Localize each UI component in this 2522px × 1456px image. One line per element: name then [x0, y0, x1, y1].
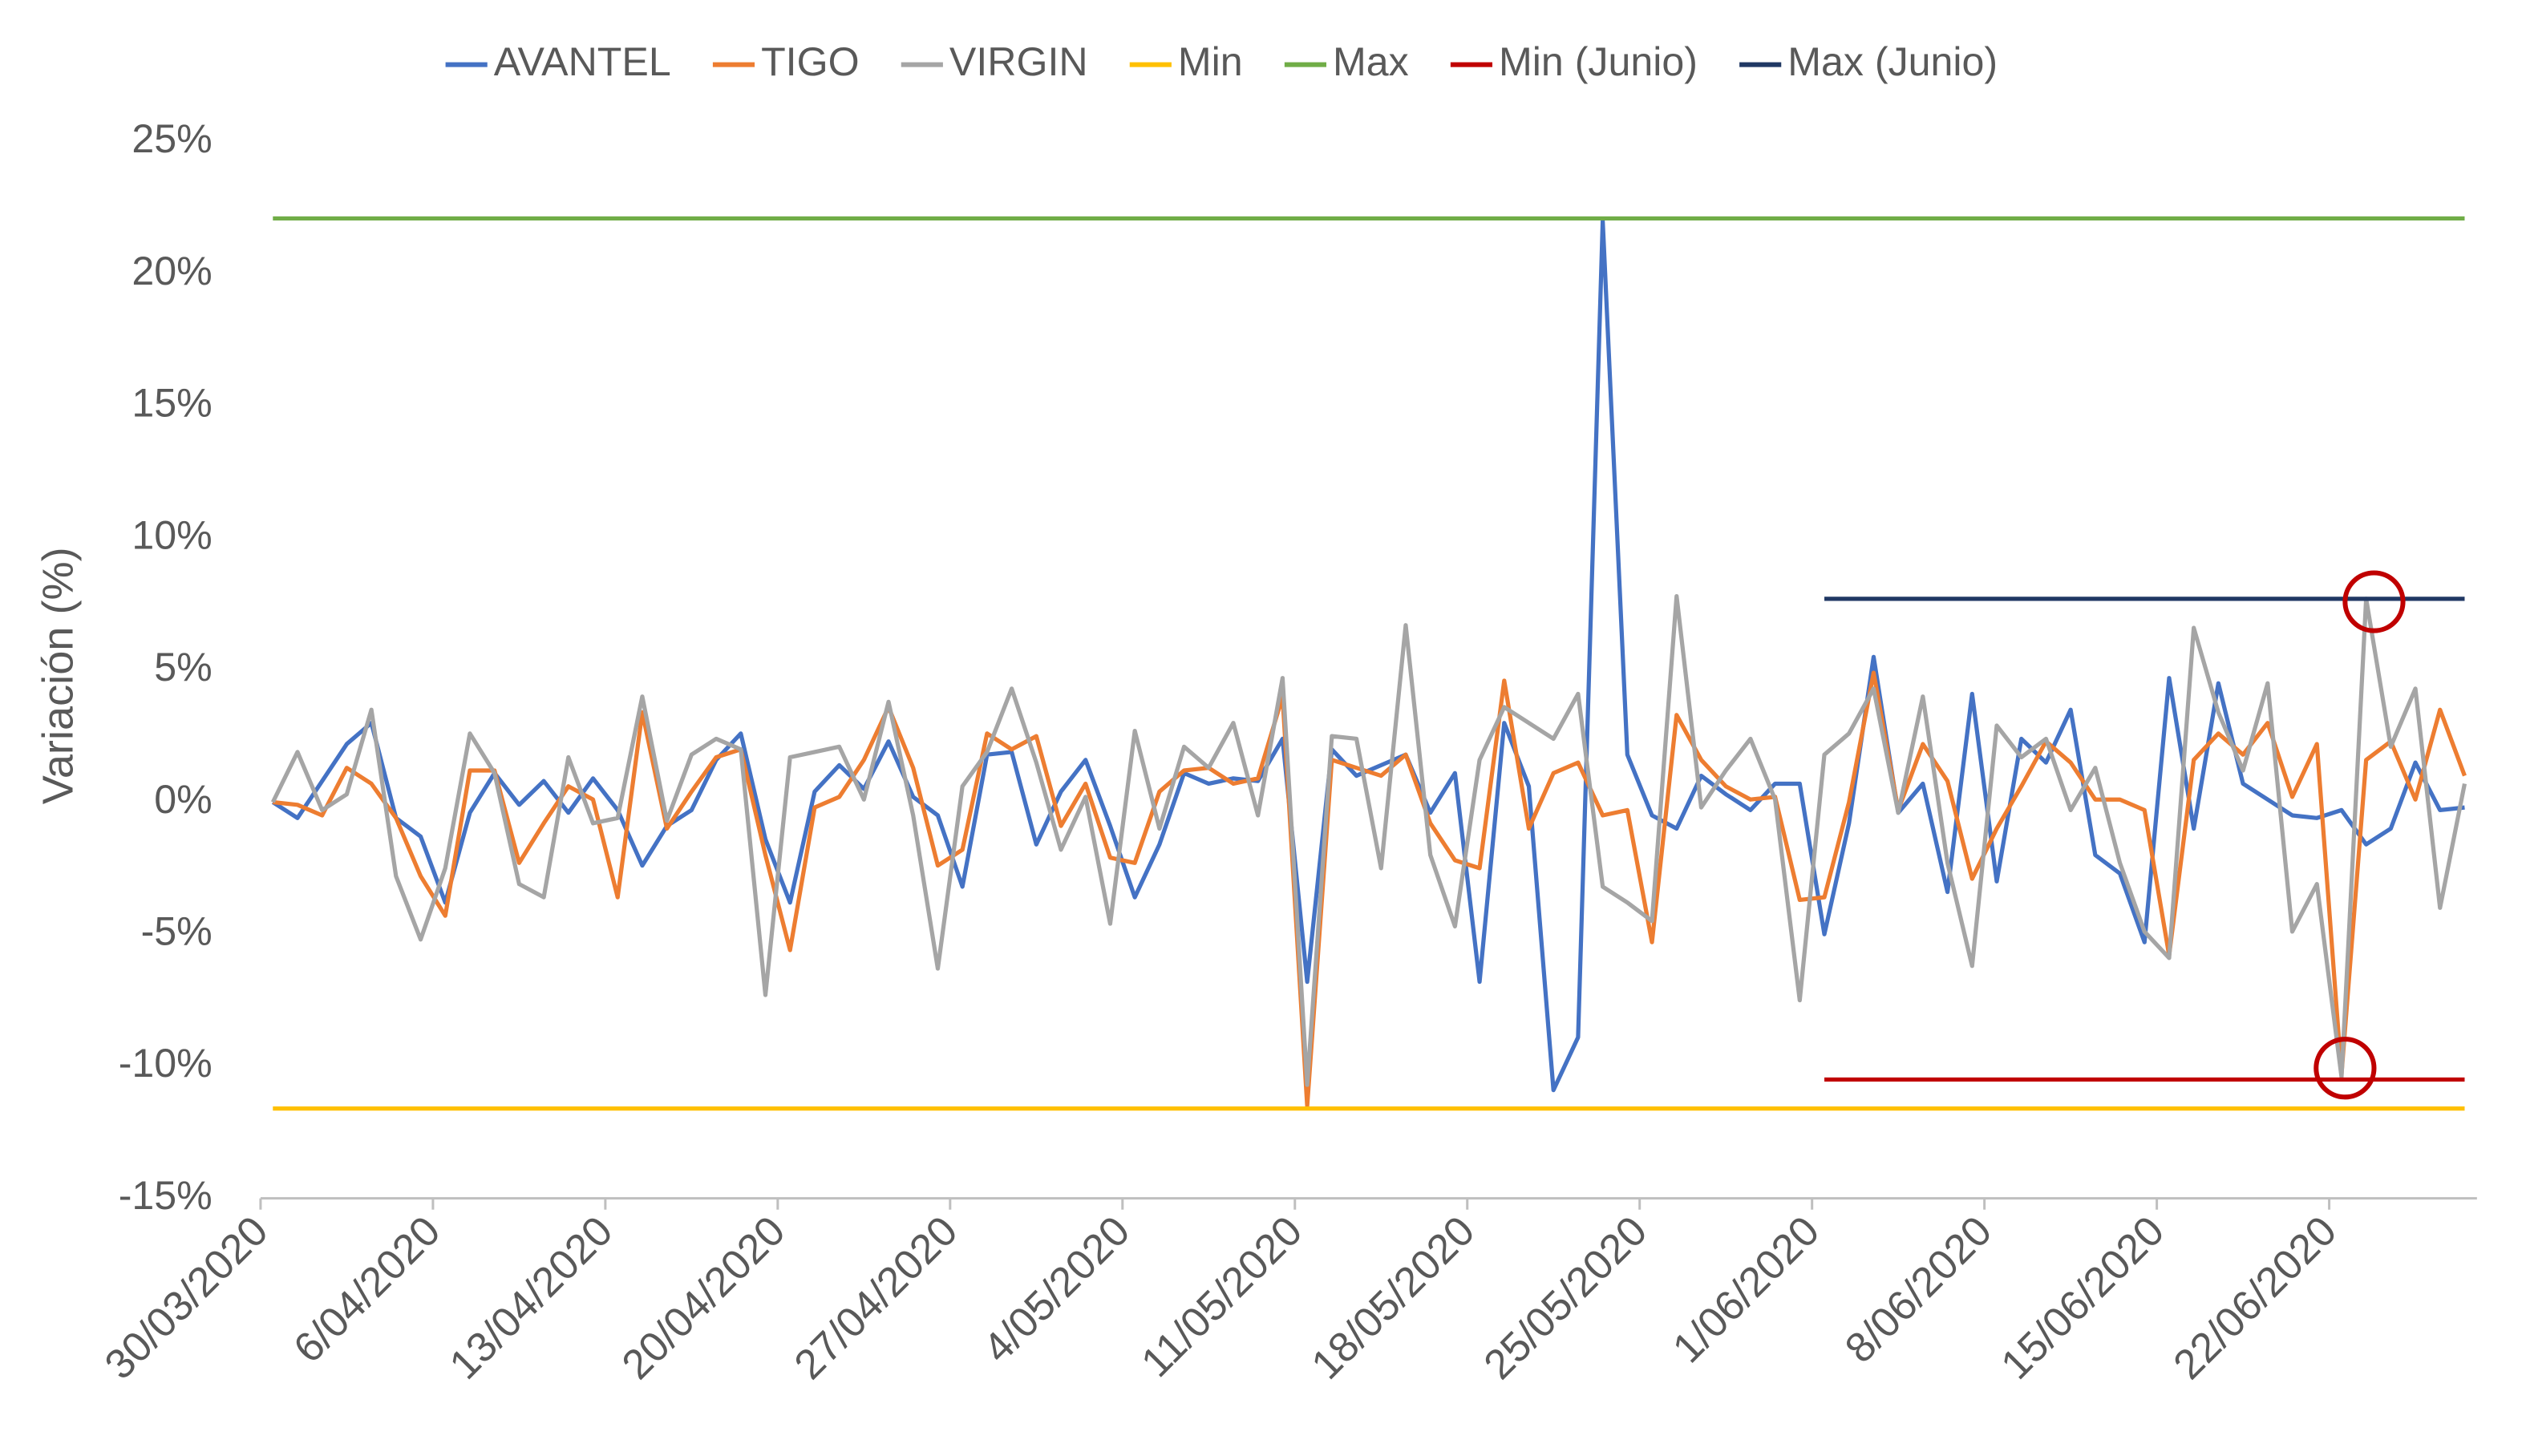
x-tick-label: 4/05/2020 — [974, 1207, 1139, 1372]
x-tick-label: 1/06/2020 — [1664, 1207, 1828, 1372]
x-tick-label: 30/03/2020 — [96, 1207, 277, 1388]
legend-label: Min — [1178, 39, 1243, 84]
x-tick-label: 22/06/2020 — [2165, 1207, 2346, 1388]
highlight-circle — [2342, 570, 2406, 633]
legend-label: VIRGIN — [949, 39, 1088, 84]
x-tick-label: 8/06/2020 — [1836, 1207, 2001, 1372]
y-tick-label: 5% — [154, 645, 212, 690]
x-tick-label: 18/05/2020 — [1303, 1207, 1484, 1388]
y-tick-label: -10% — [119, 1041, 213, 1086]
y-axis-title: Variación (%) — [34, 547, 82, 804]
series-line — [270, 593, 2467, 1087]
highlight-circle — [2314, 1037, 2377, 1100]
y-tick-label: 15% — [132, 381, 212, 426]
x-tick-label: 11/05/2020 — [1133, 1207, 1312, 1386]
y-tick-label: 25% — [132, 116, 212, 161]
x-tick-label: 27/04/2020 — [786, 1207, 966, 1388]
plot-area: 25% 20% 15% 10% 5% 0% -5% -10% -15%30/03/2020 6/0… — [96, 116, 2477, 1389]
y-tick-label: 20% — [132, 249, 212, 293]
x-tick-label: 15/06/2020 — [1993, 1207, 2173, 1388]
x-tick-label: 20/04/2020 — [613, 1207, 794, 1388]
legend-label: Max — [1333, 39, 1409, 84]
y-tick-label: -5% — [141, 908, 213, 953]
x-tick-label: 6/04/2020 — [285, 1207, 449, 1372]
series-line — [271, 219, 2465, 1093]
x-tick-label: 13/04/2020 — [441, 1207, 621, 1388]
y-tick-label: 0% — [154, 777, 212, 822]
legend-label: AVANTEL — [494, 39, 671, 84]
y-tick-label: -15% — [119, 1173, 213, 1218]
legend-label: Max (Junio) — [1787, 39, 1998, 84]
x-tick-label: 25/05/2020 — [1476, 1207, 1656, 1388]
series-line — [273, 670, 2467, 1108]
legend-label: TIGO — [761, 39, 860, 84]
legend: AVANTEL TIGO VIRGIN Min Max Min (Junio) Max (J… — [445, 39, 1998, 84]
y-tick-label: 10% — [132, 512, 212, 557]
legend-label: Min (Junio) — [1499, 39, 1698, 84]
